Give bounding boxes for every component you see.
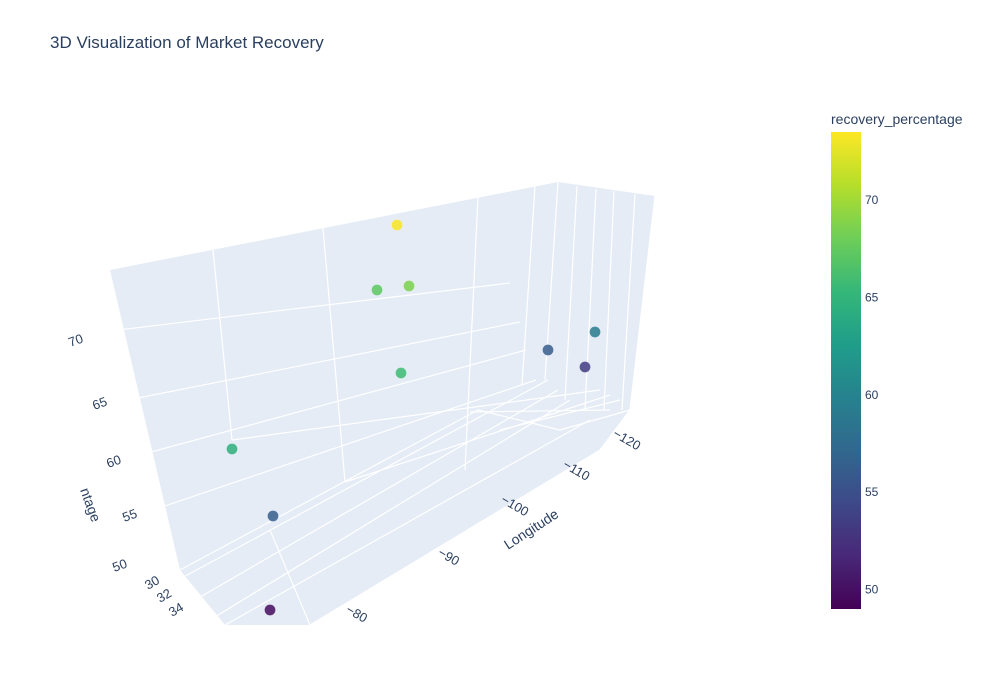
data-points[interactable] (226, 219, 601, 616)
y-tick-label: 32 (154, 585, 174, 605)
x-axis-title: Longitude (501, 505, 561, 552)
grid-line (584, 188, 597, 411)
data-point[interactable] (226, 443, 238, 455)
data-point[interactable] (542, 344, 554, 356)
grid-line (499, 399, 621, 431)
grid-line (139, 349, 527, 456)
colorbar-tick-label: 55 (865, 485, 879, 499)
x-tick-label: −90 (436, 545, 463, 569)
floor-plane (180, 410, 630, 625)
data-point[interactable] (371, 284, 383, 296)
colorbar-ticks: 50 55 60 65 70 (865, 193, 879, 596)
grid-line (559, 409, 631, 431)
grid-line (603, 190, 615, 411)
z-tick-label: 60 (104, 452, 123, 471)
grid-line (212, 249, 233, 441)
grid-lines (117, 181, 656, 626)
grid-line (152, 379, 537, 511)
z-axis-title: ntage (77, 486, 104, 525)
colorbar-title: recovery_percentage (831, 111, 963, 127)
grid-line (344, 394, 611, 483)
colorbar-tick-label: 50 (865, 583, 879, 597)
data-point[interactable] (395, 367, 407, 379)
grid-line (231, 389, 601, 441)
data-point[interactable] (264, 604, 276, 616)
z-tick-label: 55 (120, 506, 139, 525)
y-tick-label: 30 (142, 572, 162, 592)
z-tick-label: 70 (66, 331, 85, 350)
grid-line (464, 196, 479, 471)
chart-title: 3D Visualization of Market Recovery (50, 33, 324, 52)
z-tick-label: 65 (90, 394, 109, 413)
x-tick-label: −80 (344, 602, 371, 626)
x-tick-label: −120 (611, 426, 644, 454)
grid-line (322, 227, 346, 483)
data-point[interactable] (589, 326, 601, 338)
colorbar-tick-label: 60 (865, 388, 879, 402)
colorbar-tick-label: 70 (865, 193, 879, 207)
grid-line (269, 529, 311, 626)
grid-line (194, 389, 559, 601)
grid-line (309, 449, 601, 626)
data-point[interactable] (579, 361, 591, 373)
back-wall-plane (110, 182, 655, 570)
data-point[interactable] (391, 219, 403, 231)
grid-line (224, 419, 591, 626)
data-point[interactable] (403, 280, 415, 292)
data-point[interactable] (267, 510, 279, 522)
grid-line (127, 321, 521, 401)
z-tick-label: 50 (110, 556, 129, 575)
x-tick-label: −110 (561, 457, 593, 484)
grid-line (469, 409, 611, 413)
colorbar-scale (831, 132, 861, 609)
grid-line (599, 409, 631, 451)
y-tick-label: 34 (166, 599, 186, 619)
colorbar-tick-label: 65 (865, 290, 879, 304)
grid-line (621, 193, 636, 411)
grid-line (209, 399, 571, 621)
grid-line (117, 282, 511, 331)
grid-line (177, 379, 549, 581)
x-tick-label: −100 (499, 492, 532, 520)
grid-line (477, 409, 561, 431)
grid-line (564, 185, 578, 401)
grid-line (629, 195, 656, 411)
grid-line (521, 185, 536, 386)
grid-line (179, 409, 479, 571)
